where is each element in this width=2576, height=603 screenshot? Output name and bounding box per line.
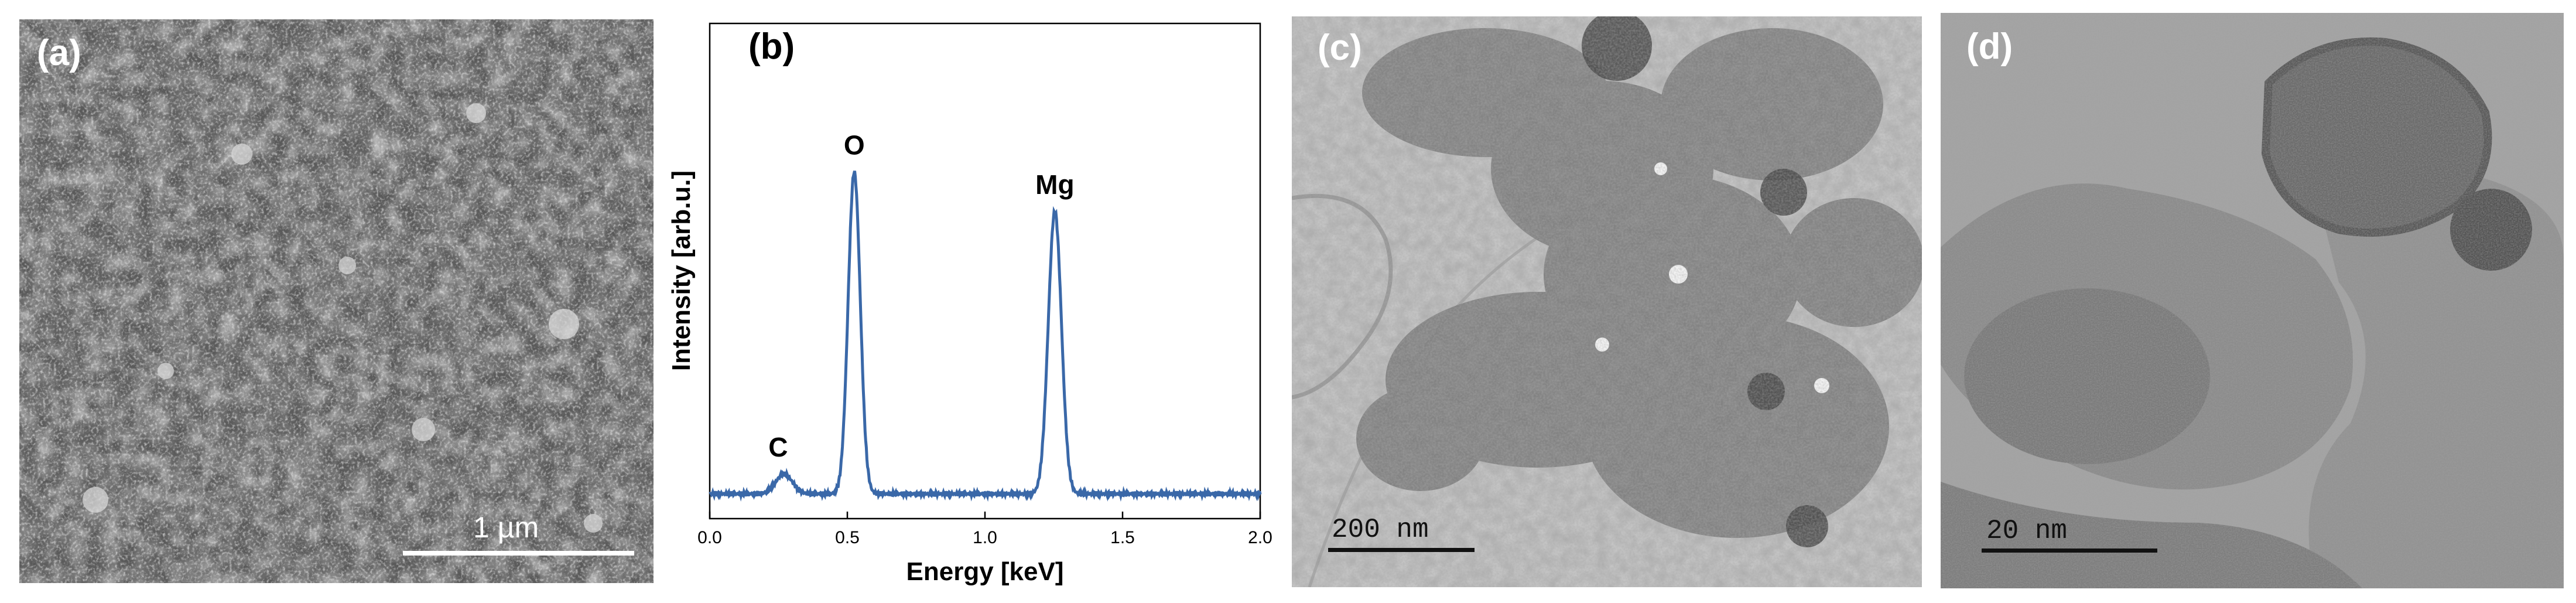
plot-frame xyxy=(709,22,1261,520)
x-tick-label: 2.0 xyxy=(1248,528,1272,547)
y-axis-label: Intensity [arb.u.] xyxy=(667,171,696,371)
peak-label-o: O xyxy=(844,130,865,161)
tem-image-panel-d: (d) 20 nm xyxy=(1941,13,2564,588)
tem-texture-d xyxy=(1941,13,2564,588)
x-tick-label: 1.0 xyxy=(973,528,997,547)
tem-image-panel-c: (c) 200 nm xyxy=(1292,16,1922,587)
spectrum-line xyxy=(709,171,1262,502)
scale-bar-c xyxy=(1328,548,1475,552)
panel-label-b: (b) xyxy=(748,26,795,67)
scale-bar-label-a: 1 µm xyxy=(473,511,539,544)
peak-label-mg: Mg xyxy=(1035,169,1074,200)
scale-bar-label-c: 200 nm xyxy=(1332,515,1429,545)
peak-labels: C O Mg xyxy=(768,130,1074,462)
x-tick-label: 0.5 xyxy=(835,528,860,547)
eds-spectrum-panel: (b) 0.0 0.5 1.0 1.5 2.0 C O Mg Energy [keV] In… xyxy=(656,12,1277,595)
eds-spectrum-chart: (b) 0.0 0.5 1.0 1.5 2.0 C O Mg Energy [keV] In… xyxy=(667,22,1272,586)
peak-label-c: C xyxy=(768,432,788,462)
panel-label-a: (a) xyxy=(37,33,81,73)
x-tick-label: 1.5 xyxy=(1110,528,1135,547)
sem-texture xyxy=(19,19,654,583)
x-tick-label: 0.0 xyxy=(697,528,722,547)
scale-bar-label-d: 20 nm xyxy=(1986,516,2068,546)
scale-bar-d xyxy=(1982,549,2157,553)
panel-label-c: (c) xyxy=(1318,28,1362,68)
x-axis-label: Energy [keV] xyxy=(906,557,1064,586)
panel-label-d: (d) xyxy=(1966,26,2013,67)
x-axis-ticks: 0.0 0.5 1.0 1.5 2.0 xyxy=(697,512,1272,547)
sem-image-panel: (a) 1 µm xyxy=(19,19,654,583)
scale-bar-a xyxy=(403,551,634,556)
tem-texture-c xyxy=(1292,16,1922,587)
